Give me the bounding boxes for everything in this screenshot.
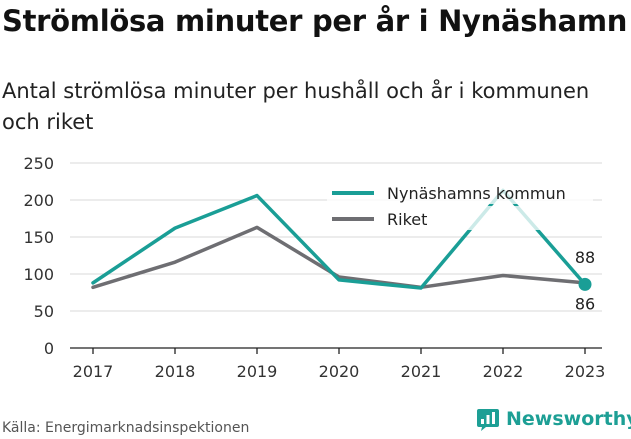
- source-note: Källa: Energimarknadsinspektionen: [2, 420, 250, 436]
- x-tick-label: 2021: [401, 362, 442, 381]
- x-tick-label: 2020: [319, 362, 360, 381]
- y-tick-label: 150: [23, 228, 54, 247]
- x-tick-label: 2023: [565, 362, 606, 381]
- legend-label: Riket: [387, 210, 427, 229]
- legend-label: Nynäshamns kommun: [387, 184, 566, 203]
- x-axis: 2017 2018 2019 2020 2021 2022 2023: [70, 347, 606, 381]
- chart-subtitle: Antal strömlösa minuter per hushåll och …: [2, 79, 590, 134]
- y-tick-label: 250: [23, 154, 54, 173]
- series-line-riket: [91, 225, 587, 290]
- page-title: Strömlösa minuter per år i Nynäshamn: [2, 4, 628, 38]
- series-line-kommun: [91, 188, 587, 290]
- end-label-kommun: 86: [575, 294, 595, 313]
- y-tick-label: 200: [23, 191, 54, 210]
- end-label-riket: 88: [575, 248, 595, 267]
- x-tick-label: 2022: [483, 362, 524, 381]
- end-labels: 88 86: [575, 248, 595, 313]
- newsworthy-logo[interactable]: Newsworthy: [476, 407, 631, 431]
- y-tick-label: 100: [23, 265, 54, 284]
- series-lines: [91, 188, 592, 291]
- x-tick-label: 2017: [73, 362, 114, 381]
- newsworthy-icon: [477, 409, 499, 431]
- endpoint-marker: [578, 277, 592, 291]
- brand-name: Newsworthy: [506, 408, 631, 430]
- y-tick-label: 0: [44, 339, 54, 358]
- y-axis: 0 50 100 150 200 250: [23, 154, 54, 358]
- x-tick-label: 2019: [237, 362, 278, 381]
- y-tick-label: 50: [34, 302, 54, 321]
- legend[interactable]: Nynäshamns kommun Riket: [327, 180, 593, 230]
- x-tick-label: 2018: [155, 362, 196, 381]
